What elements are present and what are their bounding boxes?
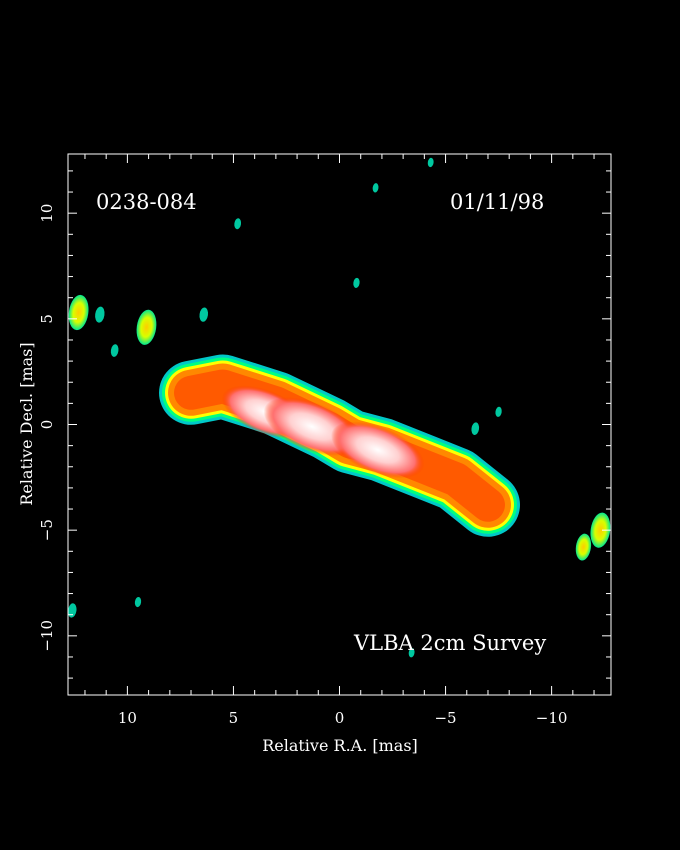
emission-knot	[136, 309, 157, 345]
emission-knot	[110, 344, 119, 357]
emission-knots	[68, 157, 611, 658]
survey-name-label: VLBA 2cm Survey	[353, 631, 546, 655]
source-name-label: 0238-084	[96, 190, 197, 214]
emission-layer	[68, 157, 611, 658]
y-tick-labels: 10 5 0 −5 −10	[38, 204, 56, 652]
x-tick-label: −10	[536, 709, 568, 727]
emission-knot	[95, 306, 105, 323]
y-tick-label: −10	[38, 620, 56, 652]
x-tick-label: 0	[335, 709, 345, 727]
emission-knot	[495, 406, 502, 417]
jet-peak	[331, 421, 425, 479]
y-tick-label: 5	[38, 314, 56, 324]
y-tick-label: 0	[38, 420, 56, 430]
emission-knot	[199, 307, 209, 322]
observation-date-label: 01/11/98	[450, 190, 544, 214]
emission-knot	[68, 603, 77, 618]
y-tick-label: 10	[38, 204, 56, 223]
emission-knot	[575, 533, 592, 561]
x-tick-label: 5	[229, 709, 239, 727]
emission-knot	[353, 277, 360, 288]
emission-knot	[427, 157, 434, 168]
emission-knot	[372, 183, 379, 193]
axis-ticks	[68, 154, 611, 695]
emission-knot	[134, 596, 142, 608]
y-axis-title: Relative Decl. [mas]	[17, 342, 36, 505]
jet-peaks	[221, 385, 425, 479]
x-tick-label: 10	[118, 709, 137, 727]
emission-knot	[471, 422, 480, 436]
emission-knot	[408, 648, 415, 658]
x-axis-title: Relative R.A. [mas]	[262, 736, 418, 755]
x-tick-label: −5	[434, 709, 456, 727]
x-tick-labels: 10 5 0 −5 −10	[118, 709, 568, 727]
emission-knot	[590, 512, 611, 548]
emission-knot	[68, 294, 89, 331]
emission-knot	[234, 218, 242, 230]
y-tick-label: −5	[38, 519, 56, 541]
